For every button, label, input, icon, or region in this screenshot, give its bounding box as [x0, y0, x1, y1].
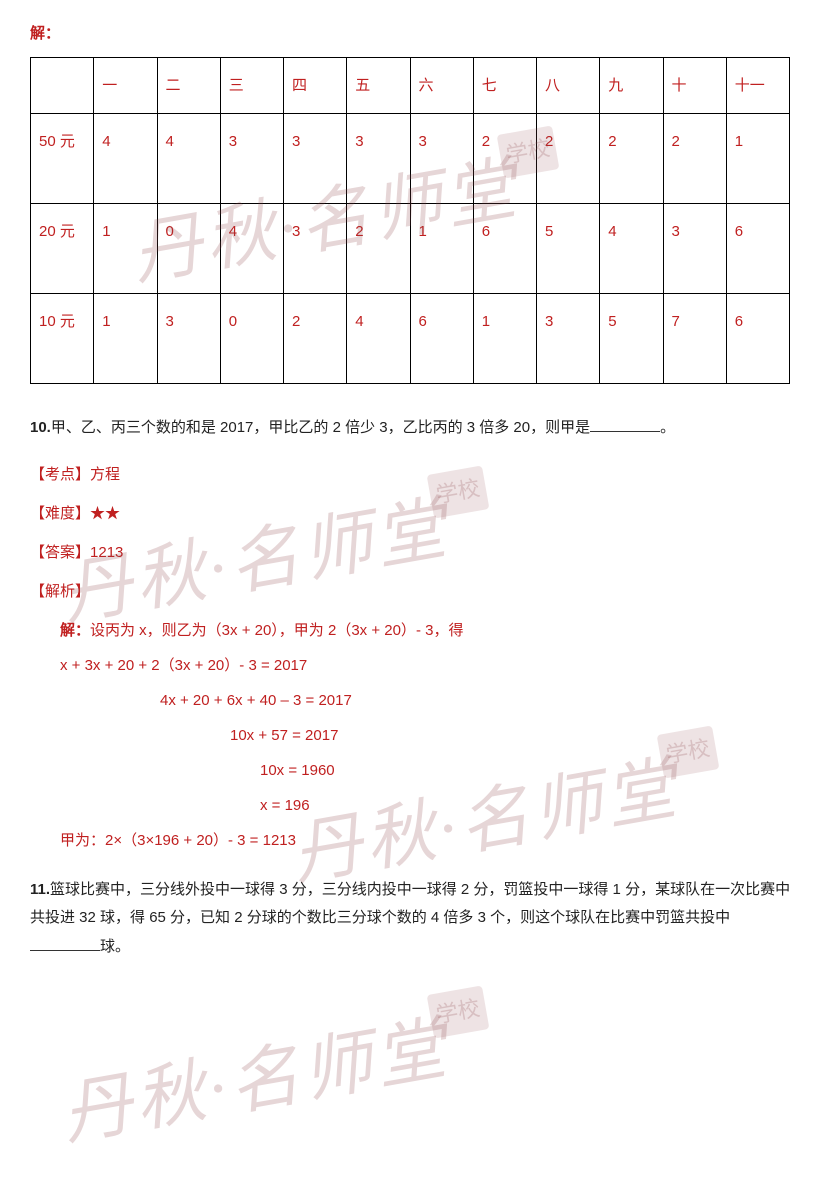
- table-cell: 1: [94, 204, 157, 294]
- solution-line: 甲为：2×（3×196 + 20）- 3 = 1213: [30, 827, 797, 854]
- table-cell: 3: [284, 114, 347, 204]
- table-cell: 0: [220, 294, 283, 384]
- question-text: 篮球比赛中，三分线外投中一球得 3 分，三分线内投中一球得 2 分，罚篮投中一球…: [30, 881, 790, 927]
- table-row: 20 元 1 0 4 3 2 1 6 5 4 3 6: [31, 204, 790, 294]
- table-cell: 2: [663, 114, 726, 204]
- table-cell: 4: [347, 294, 410, 384]
- table-cell: 3: [663, 204, 726, 294]
- table-cell: 一: [94, 58, 157, 114]
- table-cell: 八: [537, 58, 600, 114]
- table-cell: 6: [473, 204, 536, 294]
- difficulty-line: 【难度】★★: [30, 500, 797, 527]
- table-cell: 7: [663, 294, 726, 384]
- question-text-after: 。: [660, 419, 675, 436]
- question-text-after: 球。: [100, 938, 130, 955]
- question-11: 11.篮球比赛中，三分线外投中一球得 3 分，三分线内投中一球得 2 分，罚篮投…: [30, 876, 797, 962]
- table-cell: 5: [600, 294, 663, 384]
- difficulty-label: 【难度】: [30, 505, 90, 522]
- solution-line: 10x + 57 = 2017: [30, 722, 797, 749]
- blank: [590, 417, 660, 432]
- table-cell: 4: [600, 204, 663, 294]
- table-cell: 0: [157, 204, 220, 294]
- table-cell: 4: [157, 114, 220, 204]
- table-cell: 2: [473, 114, 536, 204]
- table-cell: 二: [157, 58, 220, 114]
- table-cell: 七: [473, 58, 536, 114]
- table-cell: 四: [284, 58, 347, 114]
- table-cell: 4: [94, 114, 157, 204]
- table-cell: 十: [663, 58, 726, 114]
- topic-line: 【考点】方程: [30, 461, 797, 488]
- answer-label: 【答案】: [30, 544, 90, 561]
- table-cell: 4: [220, 204, 283, 294]
- table-cell: 十一: [726, 58, 789, 114]
- blank: [30, 936, 100, 951]
- table-cell: [31, 58, 94, 114]
- row-header: 10 元: [31, 294, 94, 384]
- solution-table: 一 二 三 四 五 六 七 八 九 十 十一 50 元 4 4 3 3 3 3 …: [30, 57, 790, 384]
- table-cell: 2: [600, 114, 663, 204]
- watermark: 丹秋·名师堂: [52, 987, 459, 1179]
- solution-line: 10x = 1960: [30, 757, 797, 784]
- answer-value: 1213: [90, 544, 123, 561]
- solution-line: x + 3x + 20 + 2（3x + 20）- 3 = 2017: [30, 652, 797, 679]
- row-header: 20 元: [31, 204, 94, 294]
- table-cell: 2: [537, 114, 600, 204]
- solution-text: 设丙为 x，则乙为（3x + 20），甲为 2（3x + 20）- 3，得: [90, 622, 463, 639]
- difficulty-value: ★★: [90, 505, 120, 522]
- table-cell: 2: [284, 294, 347, 384]
- table-cell: 3: [347, 114, 410, 204]
- table-cell: 3: [284, 204, 347, 294]
- question-number: 11.: [30, 881, 50, 898]
- row-header: 50 元: [31, 114, 94, 204]
- table-row: 10 元 1 3 0 2 4 6 1 3 5 7 6: [31, 294, 790, 384]
- topic-label: 【考点】: [30, 466, 90, 483]
- question-number: 10.: [30, 419, 51, 436]
- topic-value: 方程: [90, 466, 120, 483]
- table-cell: 1: [94, 294, 157, 384]
- table-cell: 6: [726, 204, 789, 294]
- table-cell: 2: [347, 204, 410, 294]
- analysis-label: 【解析】: [30, 578, 797, 605]
- table-cell: 三: [220, 58, 283, 114]
- table-cell: 6: [726, 294, 789, 384]
- table-cell: 1: [473, 294, 536, 384]
- table-cell: 五: [347, 58, 410, 114]
- solution-prefix: 解：: [60, 622, 90, 639]
- table-row: 50 元 4 4 3 3 3 3 2 2 2 2 1: [31, 114, 790, 204]
- table-cell: 1: [726, 114, 789, 204]
- table-cell: 3: [410, 114, 473, 204]
- answer-line: 【答案】1213: [30, 539, 797, 566]
- table-cell: 6: [410, 294, 473, 384]
- question-10: 10.甲、乙、丙三个数的和是 2017，甲比乙的 2 倍少 3，乙比丙的 3 倍…: [30, 414, 797, 443]
- table-cell: 3: [220, 114, 283, 204]
- solution-line: 解：设丙为 x，则乙为（3x + 20），甲为 2（3x + 20）- 3，得: [30, 617, 797, 644]
- solution-line: 4x + 20 + 6x + 40 – 3 = 2017: [30, 687, 797, 714]
- question-text: 甲、乙、丙三个数的和是 2017，甲比乙的 2 倍少 3，乙比丙的 3 倍多 2…: [51, 419, 590, 436]
- table-cell: 六: [410, 58, 473, 114]
- table-cell: 5: [537, 204, 600, 294]
- solution-label: 解：: [30, 20, 797, 47]
- table-cell: 3: [537, 294, 600, 384]
- solution-line: x = 196: [30, 792, 797, 819]
- table-cell: 3: [157, 294, 220, 384]
- table-cell: 九: [600, 58, 663, 114]
- watermark-badge: 学校: [427, 985, 490, 1038]
- table-cell: 1: [410, 204, 473, 294]
- table-header-row: 一 二 三 四 五 六 七 八 九 十 十一: [31, 58, 790, 114]
